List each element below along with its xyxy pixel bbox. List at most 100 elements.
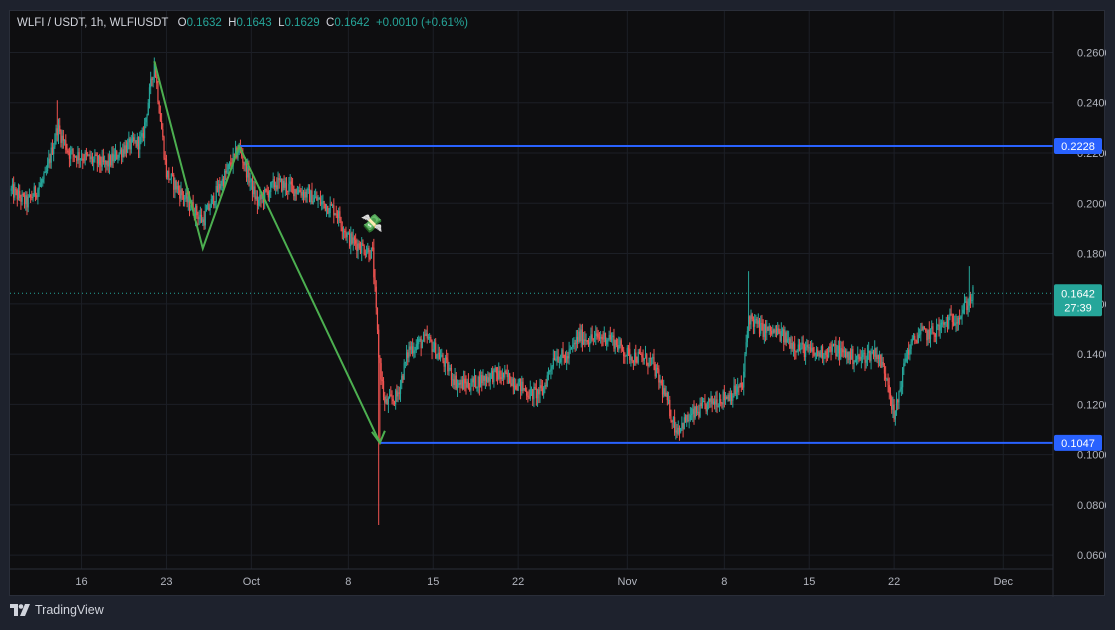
candle-body bbox=[424, 334, 426, 336]
candle-body bbox=[747, 316, 750, 331]
symbol-label[interactable]: WLFI / USDT, 1h, WLFIUSDT bbox=[17, 17, 169, 29]
candle-body bbox=[361, 242, 363, 253]
candle-body bbox=[55, 128, 57, 141]
candle-body bbox=[487, 377, 489, 383]
candle-body bbox=[667, 399, 670, 401]
candle-body bbox=[589, 342, 591, 345]
candle-body bbox=[299, 189, 301, 193]
candle-body bbox=[950, 313, 952, 316]
candle-body bbox=[403, 363, 405, 380]
candle-body bbox=[758, 320, 761, 334]
candle-body bbox=[40, 182, 43, 184]
candle-body bbox=[307, 188, 309, 190]
candle-body bbox=[359, 248, 362, 253]
candle-body bbox=[855, 359, 858, 361]
candle-body bbox=[834, 343, 836, 346]
time-axis[interactable]: 16 23 Oct 8 15 22 Nov 8 15 22 Dec bbox=[75, 576, 1013, 588]
candle-body bbox=[632, 361, 634, 363]
candle-body bbox=[562, 349, 564, 355]
candle-body bbox=[175, 180, 177, 190]
candle-body bbox=[932, 326, 934, 334]
candle-body bbox=[637, 351, 639, 363]
candle-body bbox=[597, 333, 599, 338]
candle-body bbox=[797, 344, 799, 352]
candle-body bbox=[959, 317, 961, 319]
candle-body bbox=[756, 318, 758, 324]
candle-body bbox=[397, 392, 399, 397]
candle-body bbox=[363, 245, 365, 255]
candle-body bbox=[817, 349, 819, 356]
candle-body bbox=[97, 155, 100, 164]
candle-body bbox=[22, 193, 24, 196]
candle-body bbox=[140, 136, 142, 138]
candle-body bbox=[515, 385, 517, 390]
candle-body bbox=[350, 233, 352, 247]
candle-body bbox=[114, 151, 117, 155]
price-chart[interactable]: 💸 0.26000.24000.22000.20000.18000.16000.… bbox=[10, 11, 1106, 597]
candle-body bbox=[664, 388, 666, 397]
candle-body bbox=[540, 385, 542, 389]
candle-body bbox=[207, 204, 209, 210]
candle-body bbox=[294, 189, 296, 197]
candle-body bbox=[682, 422, 684, 430]
candle-body bbox=[467, 381, 470, 388]
candle-body bbox=[475, 375, 477, 388]
candle-body bbox=[927, 329, 929, 341]
candle-body bbox=[767, 326, 769, 331]
candle-body bbox=[912, 335, 915, 339]
candle-body bbox=[449, 367, 451, 370]
candle-body bbox=[176, 185, 178, 190]
candle-body bbox=[695, 406, 698, 413]
level-price-label: 0.1047 bbox=[1061, 438, 1095, 450]
candle-body bbox=[130, 138, 132, 150]
candle-body bbox=[902, 367, 904, 388]
pattern-drawing[interactable] bbox=[153, 61, 386, 445]
candle-body bbox=[186, 192, 188, 203]
money-with-wings-icon[interactable]: 💸 bbox=[360, 214, 382, 235]
candle-body bbox=[385, 399, 387, 403]
candle-body bbox=[790, 342, 792, 349]
candle-body bbox=[53, 146, 55, 155]
candle-body bbox=[125, 145, 128, 153]
candle-body bbox=[156, 77, 158, 84]
candle-body bbox=[750, 314, 752, 325]
candle-body bbox=[934, 333, 936, 337]
pattern-polyline[interactable] bbox=[153, 61, 381, 444]
candle-body bbox=[613, 335, 615, 349]
candle-body bbox=[119, 149, 121, 153]
candle-body bbox=[221, 178, 223, 186]
candle-body bbox=[592, 338, 594, 340]
candle-body bbox=[197, 215, 199, 220]
candle-body bbox=[860, 356, 862, 360]
candle-body bbox=[607, 339, 609, 341]
candle-body bbox=[147, 102, 149, 116]
candle-body bbox=[738, 386, 740, 388]
candle-body bbox=[128, 138, 130, 143]
candle-body bbox=[152, 76, 154, 80]
candle-body bbox=[204, 211, 206, 226]
horizontal-levels[interactable] bbox=[239, 144, 1053, 444]
candle-body bbox=[741, 386, 744, 388]
candle-body bbox=[430, 336, 432, 342]
footer-brand[interactable]: TradingView bbox=[10, 603, 104, 617]
candle-body bbox=[921, 329, 923, 331]
candle-body bbox=[290, 181, 292, 185]
candle-body bbox=[173, 174, 175, 190]
candle-body bbox=[868, 350, 870, 354]
candle-body bbox=[858, 354, 860, 357]
time-tick-label: 15 bbox=[803, 576, 815, 588]
candle-body bbox=[527, 395, 529, 397]
candle-body bbox=[454, 375, 456, 386]
candle-body bbox=[564, 358, 567, 363]
candle-body bbox=[660, 380, 662, 384]
candle-body bbox=[744, 353, 746, 372]
candle-body bbox=[885, 373, 887, 379]
candle-body bbox=[853, 362, 855, 364]
candle-body bbox=[222, 178, 225, 186]
candle-body bbox=[580, 329, 582, 341]
candle-body bbox=[216, 186, 218, 192]
candle-body bbox=[522, 381, 524, 390]
candle-body bbox=[495, 367, 497, 374]
candle-body bbox=[575, 336, 577, 344]
candle-body bbox=[16, 190, 18, 200]
